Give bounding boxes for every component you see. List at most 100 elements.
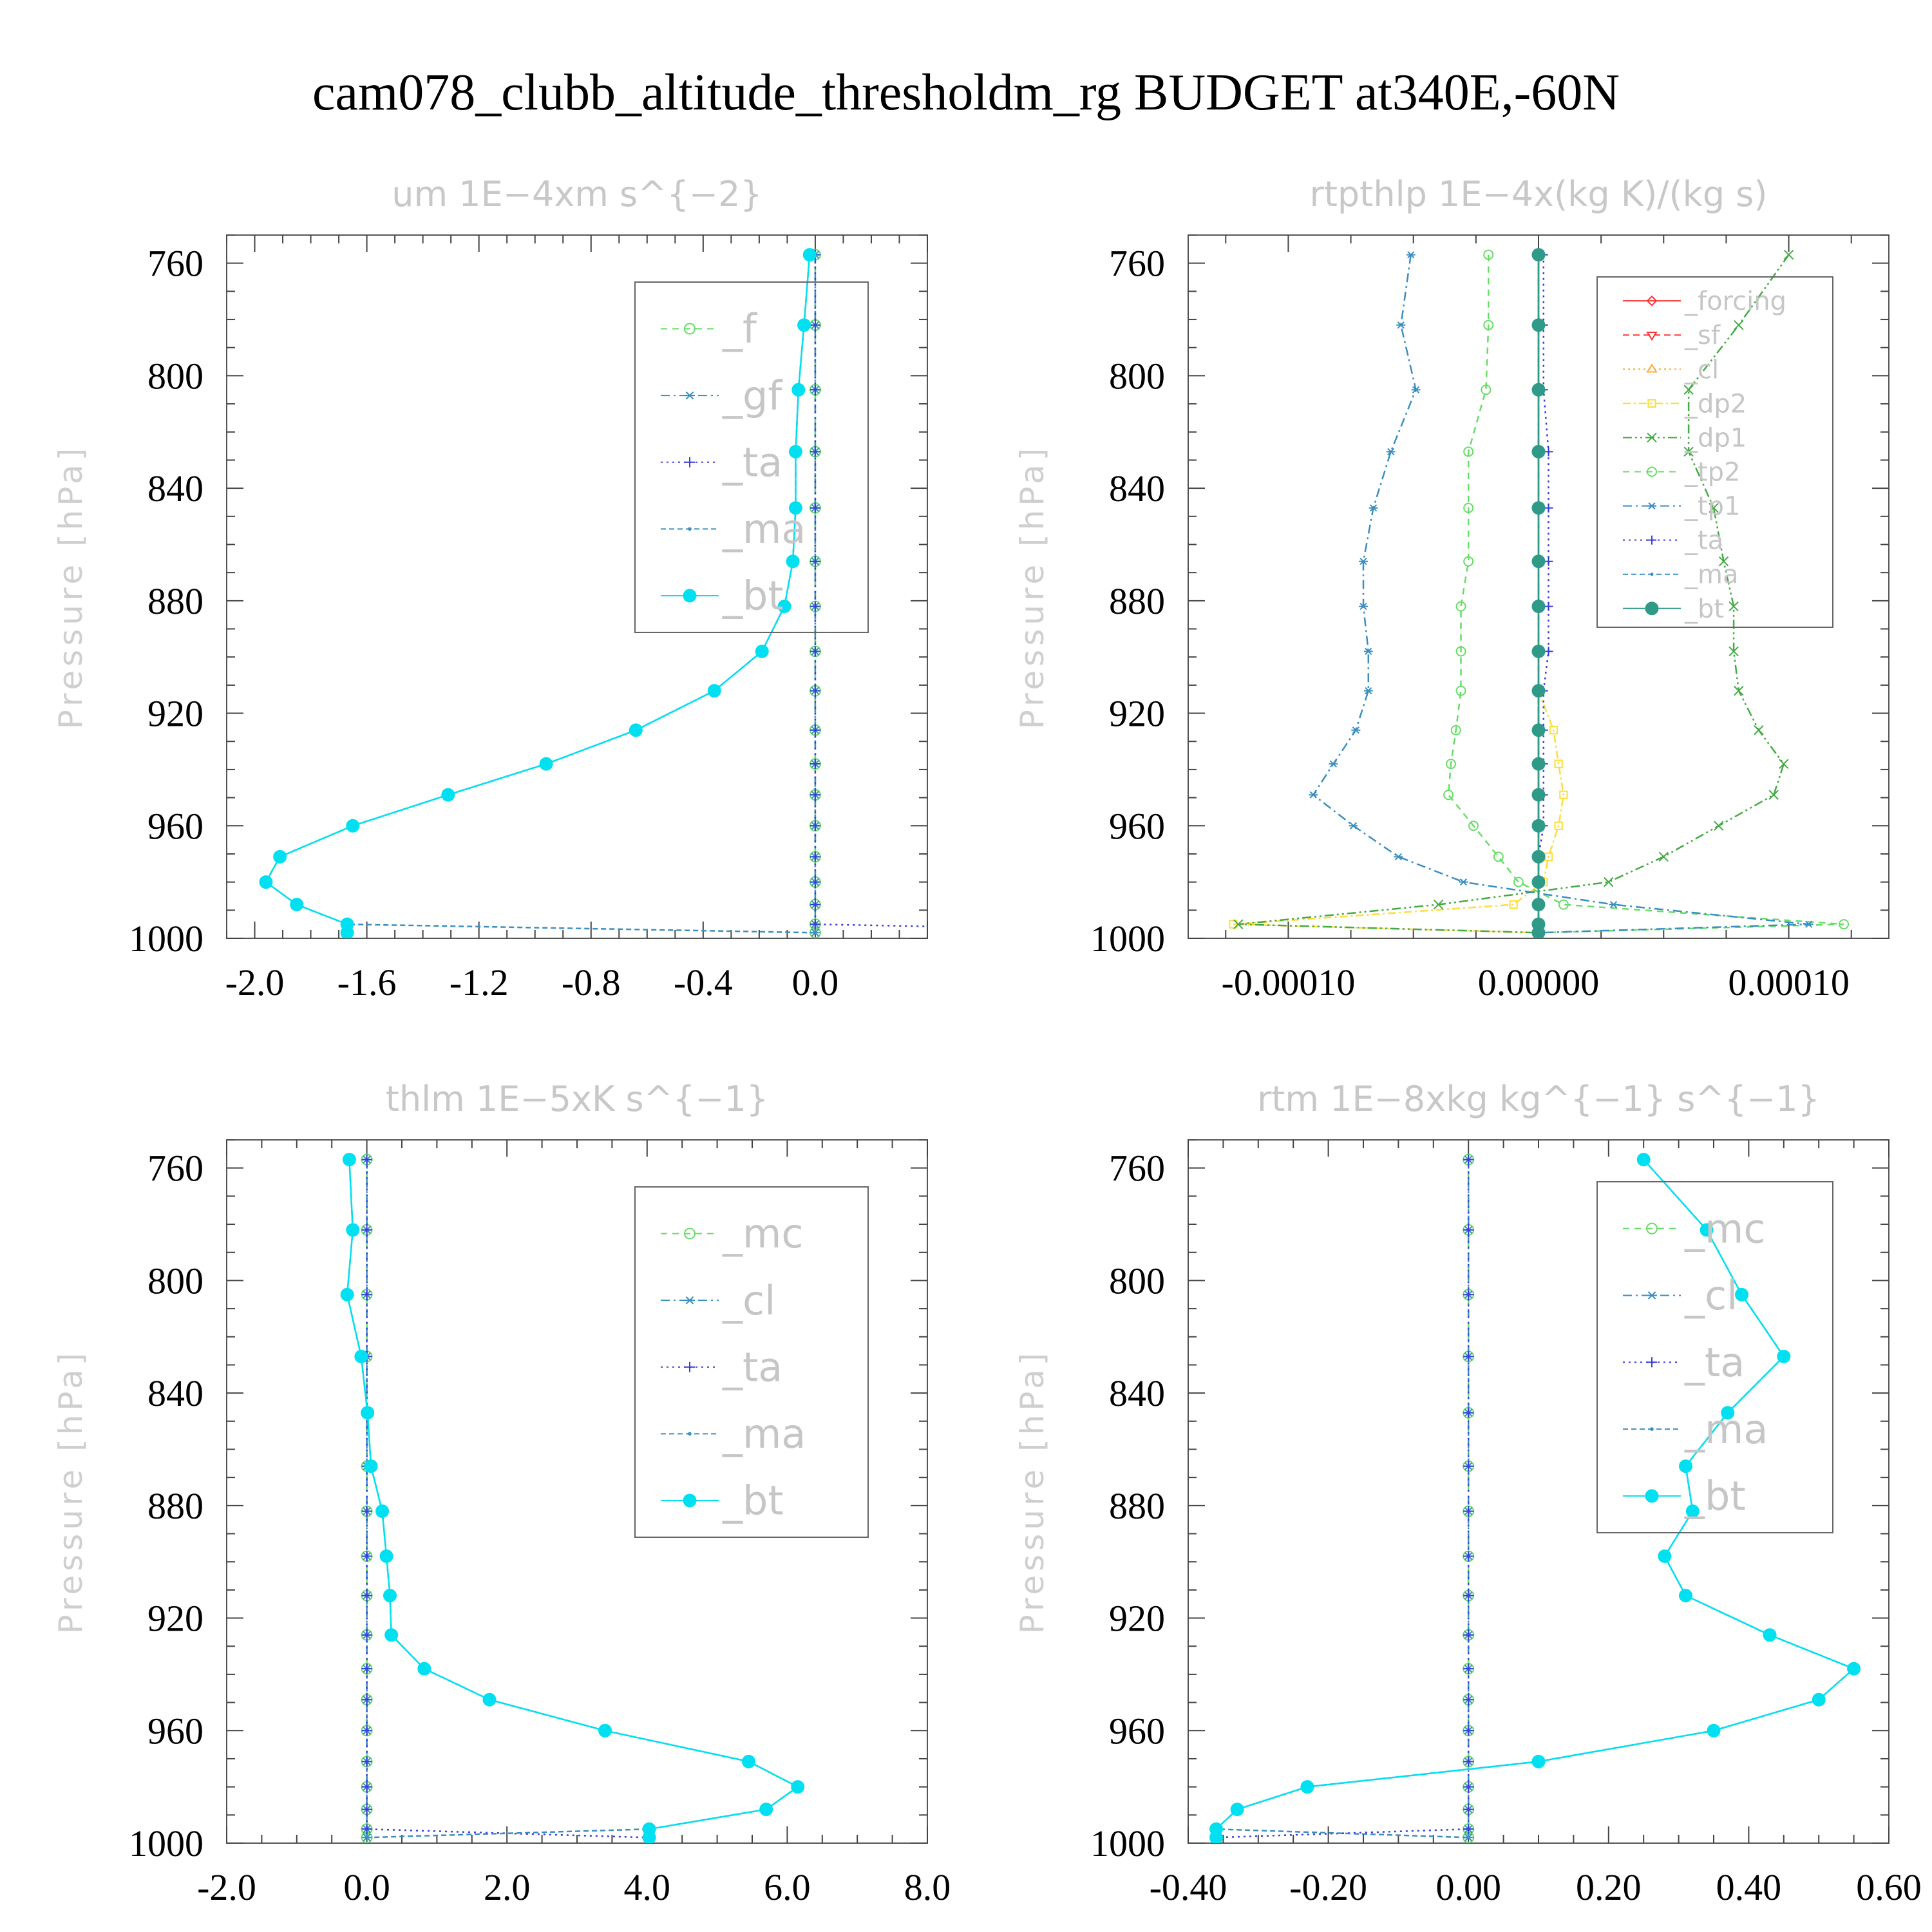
series-point (1463, 1590, 1474, 1601)
y-tick-label: 1000 (129, 1823, 204, 1864)
series-point (1531, 849, 1546, 864)
legend-label: _bt (722, 573, 784, 620)
series-point (1714, 820, 1724, 831)
series-point (1718, 556, 1729, 567)
series-point (1763, 1628, 1777, 1642)
series-point (1549, 726, 1558, 735)
series-point (361, 1804, 372, 1815)
series-point (1463, 1781, 1474, 1792)
series-point (810, 384, 820, 395)
series-point (1554, 821, 1563, 830)
series-point (1455, 685, 1466, 696)
series-point (364, 1459, 378, 1473)
series-point (755, 644, 769, 658)
y-tick-label: 800 (147, 355, 204, 397)
series-point (354, 1349, 368, 1363)
legend-marker (685, 1296, 695, 1305)
x-tick-label: -0.4 (674, 961, 733, 1003)
legend-label: _bt (1684, 1473, 1746, 1520)
series-point (1531, 600, 1546, 614)
legend-label: _ta (1684, 1339, 1745, 1386)
series-point (1509, 900, 1518, 909)
series-point (759, 1803, 773, 1817)
series-group (340, 1153, 805, 1843)
series-point (1678, 1459, 1692, 1473)
y-tick-label: 880 (1109, 1485, 1165, 1527)
series-point (361, 1406, 375, 1420)
series-point (1466, 1835, 1470, 1840)
series-point (1678, 1589, 1692, 1603)
series-point (1359, 602, 1368, 611)
series-point (1463, 1461, 1474, 1472)
series-point (361, 1551, 372, 1562)
y-axis-label: Pressure [hPa] (1014, 444, 1051, 730)
panel-1: um 1E−4xm s^{−2} Pressure [hPa] 760 800 840 8… (52, 174, 928, 1003)
legend-label: _ma (1684, 560, 1738, 590)
series-point (1363, 647, 1373, 656)
series-point (797, 318, 811, 332)
series-point (1463, 556, 1474, 567)
x-ticks: -0.40 -0.20 0.00 0.20 0.40 0.60 (1150, 1140, 1922, 1908)
series-point (1463, 1824, 1474, 1835)
series-point (1735, 1287, 1749, 1302)
y-tick-label: 760 (1109, 243, 1165, 285)
panel-title: thlm 1E−5xK s^{−1} (386, 1079, 768, 1119)
legend: _forcing _sf _cl _dp2 _dp1 _tp2 _tp1 _ta _ma _bt (1596, 276, 1833, 628)
legend-marker (1645, 601, 1659, 616)
y-tick-label: 800 (147, 1260, 204, 1302)
legend-label: _cl (1684, 1272, 1738, 1319)
series-point (361, 1224, 372, 1235)
series-point (1513, 876, 1524, 887)
series-point (1433, 899, 1444, 910)
series-point (810, 899, 820, 910)
legend-label: _sf (1684, 321, 1721, 350)
series-point (1351, 726, 1361, 734)
y-tick-label: 960 (1109, 1710, 1165, 1752)
legend-marker (1646, 295, 1658, 307)
series-point (361, 1590, 372, 1601)
series-point (1779, 759, 1789, 769)
x-tick-label: -2.0 (225, 961, 285, 1003)
series-point (629, 723, 643, 737)
legend-marker (684, 323, 696, 335)
legend-box (634, 281, 869, 633)
legend-label: _f (722, 305, 758, 352)
legend-marker (1647, 399, 1656, 408)
series-group (1209, 1153, 1861, 1843)
panel-3: thlm 1E−5xK s^{−1} Pressure [hPa] 760 800 84… (52, 1079, 951, 1908)
series-point (273, 849, 287, 864)
y-axis-label: Pressure [hPa] (52, 1349, 90, 1634)
series-point (1531, 925, 1546, 938)
series-group (1229, 248, 1850, 938)
series-point (384, 1628, 399, 1642)
x-tick-label: -0.8 (562, 961, 621, 1003)
panel-title: rtpthlp 1E−4x(kg K)/(kg s) (1310, 174, 1768, 214)
series-point (361, 1629, 372, 1640)
x-tick-label: -0.00010 (1222, 961, 1356, 1003)
series-point (810, 646, 820, 657)
legend-label: _bt (722, 1477, 784, 1524)
x-tick-label: -1.6 (337, 961, 397, 1003)
series-point (1709, 502, 1719, 513)
y-tick-label: 840 (147, 1372, 204, 1414)
x-tick-label: 0.0 (792, 961, 839, 1003)
series-point (1609, 900, 1618, 909)
series-point (1531, 898, 1546, 912)
series-point (259, 875, 273, 889)
legend-label: _cl (722, 1277, 775, 1324)
y-tick-label: 880 (147, 580, 204, 622)
x-tick-label: 0.00000 (1478, 961, 1600, 1003)
panel-2: rtpthlp 1E−4x(kg K)/(kg s) Pressure [hPa]… (1014, 174, 1889, 1003)
series-point (1683, 446, 1694, 457)
legend-marker (1650, 573, 1654, 576)
series-point (1463, 1629, 1474, 1640)
legend-label: _ta (722, 439, 782, 486)
series-point (802, 248, 817, 262)
y-tick-label: 920 (147, 1598, 204, 1640)
series-point (786, 554, 800, 569)
y-tick-label: 840 (1109, 1372, 1165, 1414)
series-point (1544, 601, 1553, 611)
series-point (788, 444, 802, 459)
series-point (810, 319, 820, 330)
series-point (383, 1589, 397, 1603)
